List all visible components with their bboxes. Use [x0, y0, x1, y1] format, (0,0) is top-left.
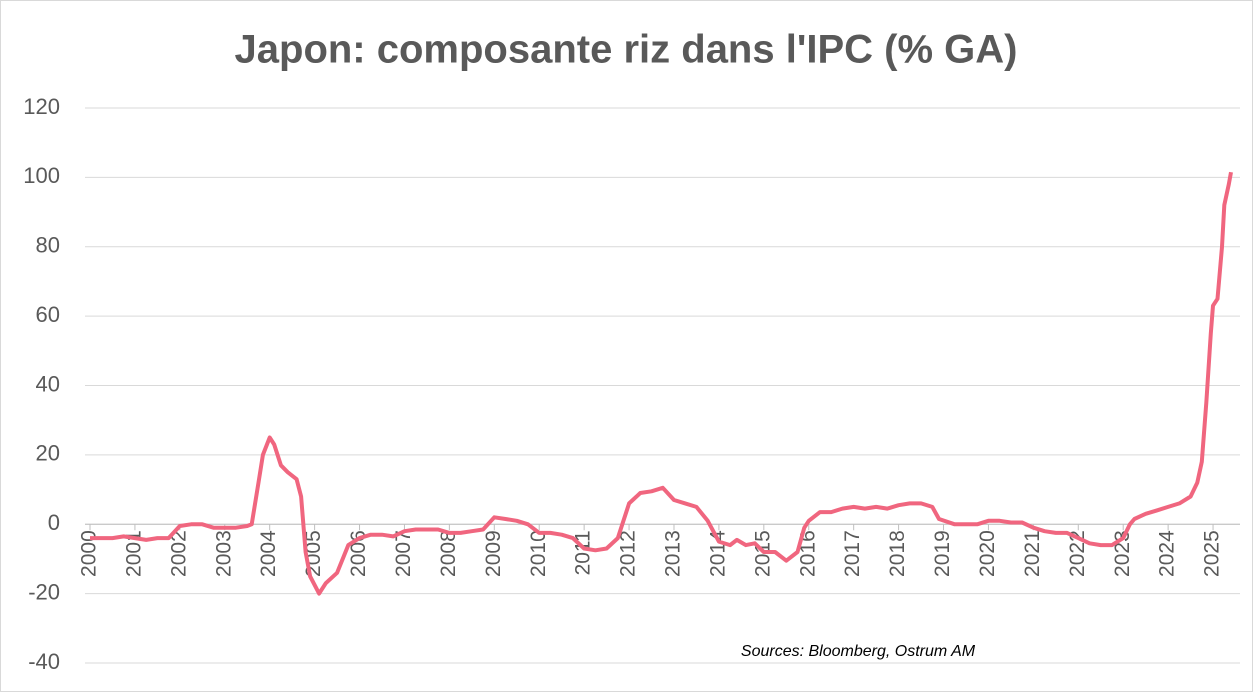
y-tick-label: 120 [23, 94, 60, 119]
y-tick-label: 80 [36, 233, 60, 258]
x-tick-label: 2020 [976, 530, 999, 577]
y-tick-label: 100 [23, 163, 60, 188]
y-tick-label: 20 [36, 441, 60, 466]
x-tick-label: 2008 [437, 530, 460, 577]
x-tick-label: 2012 [617, 530, 640, 577]
y-tick-label: 60 [36, 302, 60, 327]
x-tick-label: 2013 [662, 530, 685, 577]
x-tick-label: 2021 [1021, 530, 1044, 577]
x-tick-label: 2018 [886, 530, 909, 577]
x-tick-label: 2025 [1201, 530, 1224, 577]
y-tick-label: -20 [28, 579, 60, 604]
x-tick-label: 2004 [257, 530, 280, 577]
x-tick-label: 2019 [931, 530, 954, 577]
x-tick-label: 2003 [212, 530, 235, 577]
x-tick-label: 2017 [841, 530, 864, 577]
x-tick-label: 2024 [1156, 530, 1179, 577]
x-tick-label: 2007 [392, 530, 415, 577]
chart-title: Japon: composante riz dans l'IPC (% GA) [235, 28, 1018, 72]
data-line [90, 171, 1233, 596]
y-tick-label: 40 [36, 371, 60, 396]
x-tick-label: 2011 [572, 530, 595, 575]
y-tick-label: -40 [28, 649, 60, 674]
x-tick-label: 2009 [482, 530, 505, 577]
x-tick-label: 2001 [122, 530, 145, 577]
source-note: Sources: Bloomberg, Ostrum AM [741, 643, 976, 660]
y-tick-label: 0 [48, 510, 60, 535]
x-tick-label: 2002 [167, 530, 190, 577]
x-tick-label: 2010 [527, 530, 550, 577]
x-tick-label: 2000 [78, 530, 101, 577]
